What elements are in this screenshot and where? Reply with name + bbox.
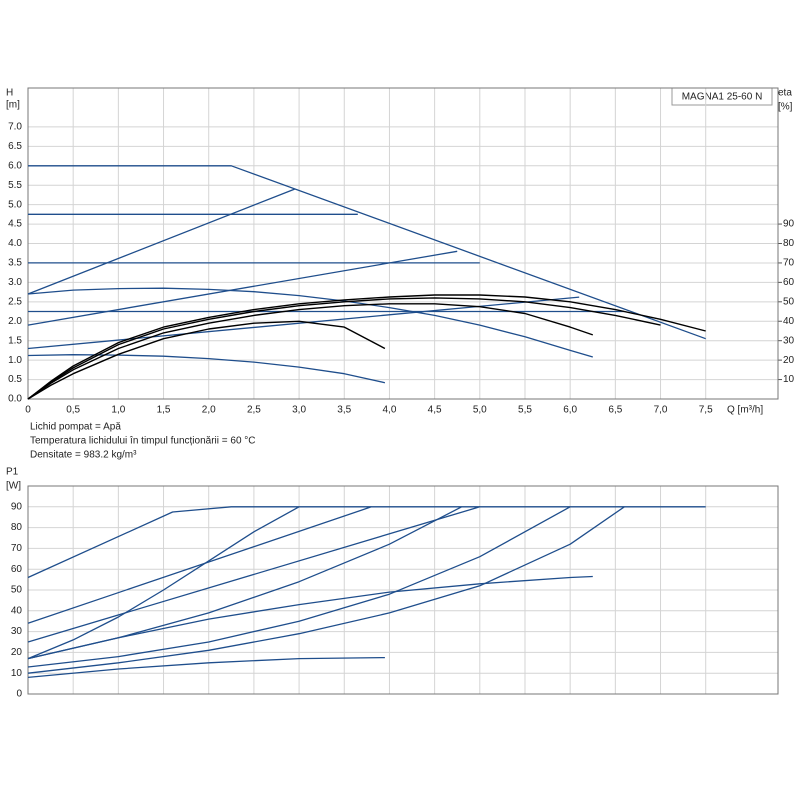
note: Temperatura lichidului în timpul funcțio…	[30, 436, 256, 447]
curve	[27, 506, 372, 624]
y-tick-label: 1.0	[8, 355, 22, 366]
curve	[27, 506, 462, 660]
curve	[27, 188, 295, 295]
y2-tick-label: 50	[783, 296, 795, 307]
x-tick-label: 1,5	[157, 405, 171, 416]
x-tick-label: 6,5	[608, 405, 622, 416]
y2-label: eta	[778, 88, 792, 99]
y-tick-label: 1.5	[8, 335, 22, 346]
curve	[27, 506, 625, 674]
y-tick-label: 3.5	[8, 258, 22, 269]
y-tick-label: 5.0	[8, 199, 22, 210]
y-tick-label: 90	[11, 501, 23, 512]
x-tick-label: 3,0	[292, 405, 306, 416]
y-tick-label: 4.0	[8, 238, 22, 249]
curve	[28, 165, 706, 340]
y-tick-label: 40	[11, 605, 23, 616]
y-tick-label: 6.5	[8, 141, 22, 152]
y-tick-label: 2.5	[8, 296, 22, 307]
note: Lichid pompat = Apă	[30, 422, 121, 433]
y-tick-label: 60	[11, 564, 23, 575]
y-tick-label: 7.0	[8, 122, 22, 133]
curve	[27, 297, 661, 400]
curve	[27, 303, 594, 400]
x-tick-label: 2,0	[202, 405, 216, 416]
x-tick-label: 6,0	[563, 405, 577, 416]
x-tick-label: 0,5	[66, 405, 80, 416]
y2-unit: [%]	[778, 102, 793, 113]
y2-tick-label: 20	[783, 355, 795, 366]
y-tick-label: 3.0	[8, 277, 22, 288]
note: Densitate = 983.2 kg/m³	[30, 450, 137, 461]
x-tick-label: 2,5	[247, 405, 261, 416]
y2-tick-label: 10	[783, 374, 795, 385]
y-tick-label: 80	[11, 522, 23, 533]
x-tick-label: 5,5	[518, 405, 532, 416]
chart-title: MAGNA1 25-60 N	[682, 92, 763, 103]
x-tick-label: 7,5	[699, 405, 713, 416]
curve	[27, 294, 706, 400]
y2-tick-label: 70	[783, 258, 795, 269]
curve	[27, 287, 593, 358]
x-tick-label: 4,5	[428, 405, 442, 416]
y-tick-label: 2.0	[8, 316, 22, 327]
plot-frame	[27, 87, 779, 400]
curve	[27, 575, 593, 660]
y-tick-label: 70	[11, 543, 23, 554]
y-tick-label: 30	[11, 626, 23, 637]
y-tick-label: 10	[11, 668, 23, 679]
y2-tick-label: 80	[783, 238, 795, 249]
y-unit: [W]	[6, 481, 21, 492]
y2-tick-label: 40	[783, 316, 795, 327]
y-tick-label: 4.5	[8, 219, 22, 230]
curve	[27, 296, 580, 350]
curve	[27, 506, 706, 579]
y-tick-label: 5.5	[8, 180, 22, 191]
curve	[27, 506, 571, 668]
y2-tick-label: 30	[783, 335, 795, 346]
y-tick-label: 6.0	[8, 160, 22, 171]
y-tick-label: 0.5	[8, 374, 22, 385]
y-label: H	[6, 88, 13, 99]
plot-frame	[27, 485, 779, 695]
x-tick-label: 4,0	[382, 405, 396, 416]
y-label: P1	[6, 467, 19, 478]
x-tick-label: 0	[25, 405, 31, 416]
x-label: Q [m³/h]	[727, 405, 763, 416]
y-tick-label: 20	[11, 647, 23, 658]
y-tick-label: 0	[16, 689, 22, 700]
x-tick-label: 1,0	[111, 405, 125, 416]
curve	[27, 354, 386, 384]
y2-tick-label: 90	[783, 219, 795, 230]
x-tick-label: 7,0	[654, 405, 668, 416]
x-tick-label: 5,0	[473, 405, 487, 416]
curve	[27, 506, 480, 643]
y-unit: [m]	[6, 100, 20, 111]
curve	[27, 656, 385, 679]
x-tick-label: 3,5	[337, 405, 351, 416]
y2-tick-label: 60	[783, 277, 795, 288]
y-tick-label: 0.0	[8, 394, 22, 405]
curve	[27, 250, 458, 326]
curve	[27, 506, 300, 660]
curve	[27, 320, 386, 400]
y-tick-label: 50	[11, 585, 23, 596]
